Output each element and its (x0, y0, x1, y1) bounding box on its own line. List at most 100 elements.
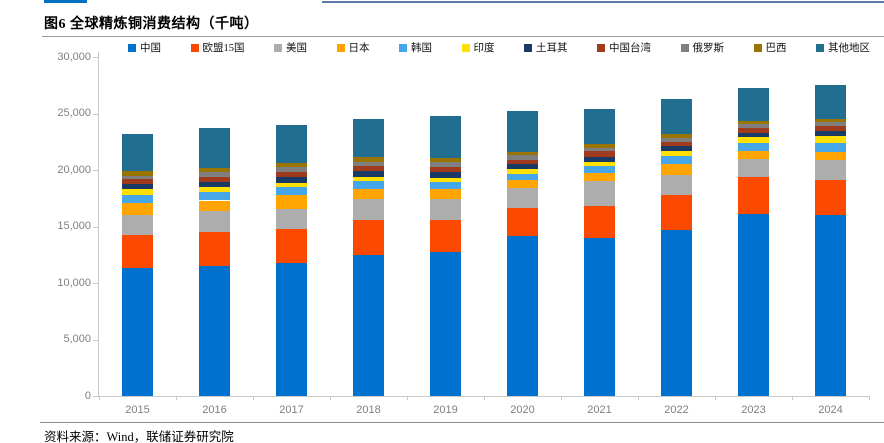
x-axis-tick-mark (484, 396, 485, 400)
bar-segment-2022-美国 (661, 175, 692, 196)
bar-segment-2017-日本 (276, 195, 307, 209)
bar-segment-2017-美国 (276, 208, 307, 229)
source-divider (40, 422, 884, 423)
y-axis-tick-mark (93, 396, 98, 397)
x-axis-tick-mark (792, 396, 793, 400)
bar-segment-2020-欧盟15国 (507, 207, 538, 236)
bar-segment-2018-俄罗斯 (353, 161, 384, 167)
bar-segment-2015-印度 (122, 189, 153, 195)
legend-swatch-icon (816, 43, 824, 52)
bar-segment-2019-其他地区 (430, 116, 461, 159)
legend-item-韩国: 韩国 (399, 40, 432, 55)
x-axis-category-label: 2016 (202, 404, 227, 416)
bar-segment-2023-韩国 (738, 142, 769, 151)
legend-item-日本: 日本 (336, 40, 370, 55)
y-axis-tick-label: 20,000 (57, 163, 91, 176)
legend-swatch-icon (524, 43, 532, 52)
x-axis-category-label: 2021 (587, 404, 612, 416)
x-axis-category-label: 2022 (664, 404, 689, 416)
x-axis-tick-mark (715, 396, 716, 400)
bar-segment-2016-巴西 (199, 167, 230, 172)
legend-item-土耳其: 土耳其 (524, 40, 568, 55)
bar-segment-2023-日本 (738, 150, 769, 160)
bar-segment-2023-美国 (738, 159, 769, 178)
bar-segment-2022-中国 (661, 230, 692, 396)
chart-legend: 中国 欧盟15国 美国 日本 韩国 印度 土耳其 中国台湾 俄罗斯 巴西 其他地区 (128, 40, 870, 55)
bar-segment-2020-巴西 (507, 151, 538, 156)
bar-segment-2019-日本 (430, 189, 461, 200)
legend-label: 韩国 (411, 43, 432, 54)
x-axis-tick-mark (330, 396, 331, 400)
x-axis-category-label: 2020 (510, 404, 535, 416)
bar-segment-2021-土耳其 (584, 156, 615, 162)
legend-label: 美国 (286, 43, 307, 54)
bar-segment-2021-中国台湾 (584, 151, 615, 157)
legend-label: 日本 (348, 43, 370, 54)
bar-segment-2020-日本 (507, 180, 538, 189)
bar-segment-2015-日本 (122, 203, 153, 215)
bar-segment-2021-俄罗斯 (584, 147, 615, 152)
bar-segment-2019-欧盟15国 (430, 219, 461, 253)
y-axis-tick-mark (93, 113, 98, 115)
bar-segment-2021-其他地区 (584, 108, 615, 144)
bar-segment-2022-俄罗斯 (661, 137, 692, 142)
y-axis-tick-label: 10,000 (57, 276, 91, 289)
bar-segment-2022-印度 (661, 151, 692, 156)
bar-segment-2017-中国台湾 (276, 171, 307, 178)
bar-segment-2018-中国 (353, 254, 384, 396)
bar-segment-2016-中国台湾 (199, 176, 230, 182)
bar-segment-2018-巴西 (353, 157, 384, 162)
bar-segment-2016-日本 (199, 200, 230, 211)
x-axis-category-label: 2019 (433, 404, 458, 416)
bar-segment-2015-其他地区 (122, 134, 153, 172)
bar-segment-2018-韩国 (353, 180, 384, 190)
header-tab-marker (44, 0, 87, 3)
bar-segment-2015-俄罗斯 (122, 175, 153, 180)
bar-segment-2022-土耳其 (661, 146, 692, 151)
bar-segment-2016-俄罗斯 (199, 171, 230, 177)
bar-segment-2020-韩国 (507, 173, 538, 181)
bar-segment-2022-中国台湾 (661, 141, 692, 147)
legend-swatch-icon (597, 43, 605, 52)
bar-segment-2019-印度 (430, 177, 461, 182)
bar-segment-2021-韩国 (584, 166, 615, 173)
bar-segment-2022-韩国 (661, 155, 692, 165)
bar-segment-2023-中国 (738, 213, 769, 396)
y-axis-tick-mark (93, 57, 98, 58)
bar-segment-2023-欧盟15国 (738, 177, 769, 214)
x-axis-category-label: 2015 (125, 404, 150, 416)
bar-segment-2017-土耳其 (276, 177, 307, 183)
bar-segment-2021-印度 (584, 161, 615, 167)
bar-segment-2017-欧盟15国 (276, 228, 307, 263)
bar-segment-2020-印度 (507, 169, 538, 174)
bar-segment-2015-土耳其 (122, 184, 153, 190)
bar-segment-2022-巴西 (661, 133, 692, 138)
legend-swatch-icon (399, 43, 407, 52)
bar-segment-2019-美国 (430, 199, 461, 220)
bar-segment-2017-中国 (276, 262, 307, 396)
bar-segment-2016-韩国 (199, 191, 230, 201)
y-axis-tick-mark (93, 170, 98, 171)
bar-segment-2020-土耳其 (507, 164, 538, 170)
bar-segment-2018-美国 (353, 199, 384, 220)
bar-segment-2024-日本 (815, 151, 846, 161)
bar-segment-2023-印度 (738, 137, 769, 143)
bar-segment-2018-印度 (353, 176, 384, 181)
bar-segment-2017-俄罗斯 (276, 167, 307, 172)
bar-segment-2016-印度 (199, 187, 230, 192)
header-top-rule (322, 1, 884, 3)
x-axis-tick-mark (253, 396, 254, 400)
legend-swatch-icon (190, 43, 199, 52)
legend-label: 中国 (140, 43, 161, 54)
legend-label: 巴西 (765, 43, 787, 54)
source-text: 资料来源：Wind，联储证券研究院 (44, 430, 234, 443)
bar-segment-2017-其他地区 (276, 124, 307, 164)
bar-segment-2024-韩国 (815, 143, 846, 152)
figure-title: 图6 全球精炼铜消费结构（千吨） (44, 17, 259, 32)
legend-label: 土耳其 (536, 43, 568, 54)
bar-segment-2023-中国台湾 (738, 127, 769, 133)
bar-segment-2018-中国台湾 (353, 166, 384, 171)
bar-segment-2022-欧盟15国 (661, 195, 692, 231)
bar-segment-2019-中国台湾 (430, 166, 461, 173)
bar-segment-2018-土耳其 (353, 171, 384, 177)
